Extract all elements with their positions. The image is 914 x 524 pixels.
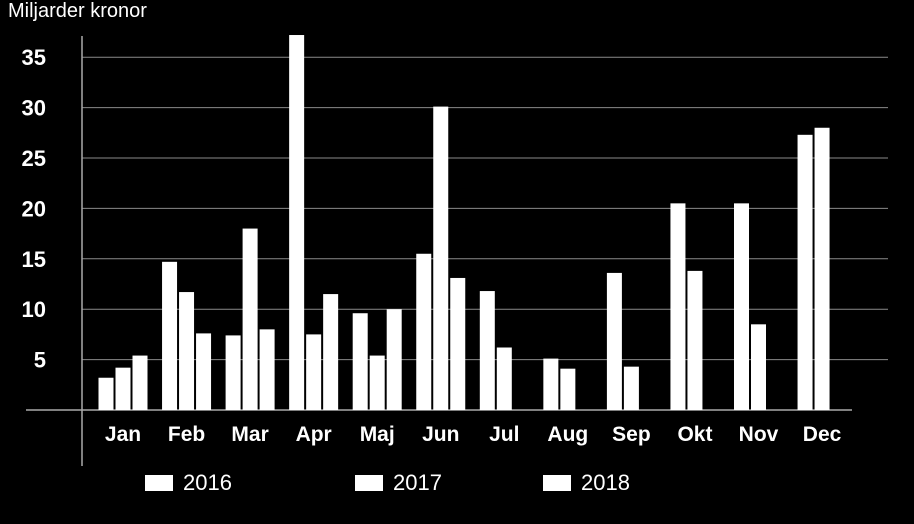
- legend-item-2016: 2016: [145, 470, 232, 496]
- x-tick-label-nov: Nov: [739, 423, 779, 446]
- bar-jul-2016: [479, 291, 495, 410]
- bar-aug-2016: [543, 358, 559, 410]
- legend-label-2017: 2017: [393, 470, 442, 495]
- x-tick-label-dec: Dec: [803, 423, 842, 446]
- bar-maj-2018: [386, 309, 402, 410]
- bar-jul-2017: [496, 347, 512, 410]
- bar-feb-2018: [196, 333, 212, 410]
- legend-item-2018: 2018: [543, 470, 630, 496]
- y-tick-label-5: 5: [34, 348, 46, 373]
- bar-jan-2017: [115, 367, 131, 410]
- bar-feb-2016: [162, 261, 178, 410]
- bar-dec-2017: [814, 127, 830, 410]
- bar-okt-2016: [670, 203, 686, 410]
- bar-maj-2016: [352, 313, 368, 410]
- x-tick-label-feb: Feb: [168, 423, 205, 446]
- legend-item-2017: 2017: [355, 470, 442, 496]
- bar-sep-2016: [606, 272, 622, 410]
- legend-label-2018: 2018: [581, 470, 630, 495]
- legend-label-2016: 2016: [183, 470, 232, 495]
- x-tick-label-mar: Mar: [231, 423, 268, 446]
- bar-feb-2017: [179, 292, 195, 410]
- legend-swatch-2018: [543, 475, 571, 491]
- bar-apr-2016: [289, 35, 305, 411]
- bar-okt-2017: [687, 270, 703, 410]
- bar-jan-2018: [132, 355, 148, 410]
- y-tick-label-35: 35: [22, 45, 46, 70]
- bar-apr-2017: [306, 334, 322, 410]
- y-tick-label-15: 15: [22, 247, 46, 272]
- x-tick-label-jun: Jun: [422, 423, 459, 446]
- bar-mar-2018: [259, 329, 275, 410]
- legend-swatch-2017: [355, 475, 383, 491]
- y-tick-label-30: 30: [22, 96, 46, 121]
- y-tick-label-25: 25: [22, 146, 46, 171]
- bar-aug-2017: [560, 368, 576, 410]
- bar-jun-2016: [416, 253, 432, 410]
- y-axis-unit-label: Miljarder kronor: [8, 0, 147, 22]
- bar-apr-2018: [323, 294, 339, 410]
- x-tick-label-jul: Jul: [489, 423, 519, 446]
- bar-jan-2016: [98, 377, 114, 410]
- legend-swatch-2016: [145, 475, 173, 491]
- x-tick-label-aug: Aug: [547, 423, 588, 446]
- bar-jun-2018: [450, 277, 466, 410]
- x-tick-label-sep: Sep: [612, 423, 651, 446]
- x-tick-label-jan: Jan: [105, 423, 141, 446]
- y-tick-label-10: 10: [22, 297, 46, 322]
- bar-jun-2017: [433, 106, 449, 410]
- legend: 2016 2017 2018: [0, 470, 914, 500]
- bar-mar-2017: [242, 228, 258, 410]
- x-tick-label-maj: Maj: [360, 423, 395, 446]
- bar-maj-2017: [369, 355, 385, 410]
- bar-nov-2017: [751, 324, 766, 410]
- bar-dec-2016: [797, 134, 813, 411]
- x-tick-label-apr: Apr: [296, 423, 332, 446]
- bar-mar-2016: [225, 335, 241, 410]
- x-tick-label-okt: Okt: [677, 423, 712, 446]
- bar-nov-2016: [734, 203, 749, 410]
- bar-sep-2017: [623, 366, 639, 410]
- y-tick-label-20: 20: [22, 196, 46, 221]
